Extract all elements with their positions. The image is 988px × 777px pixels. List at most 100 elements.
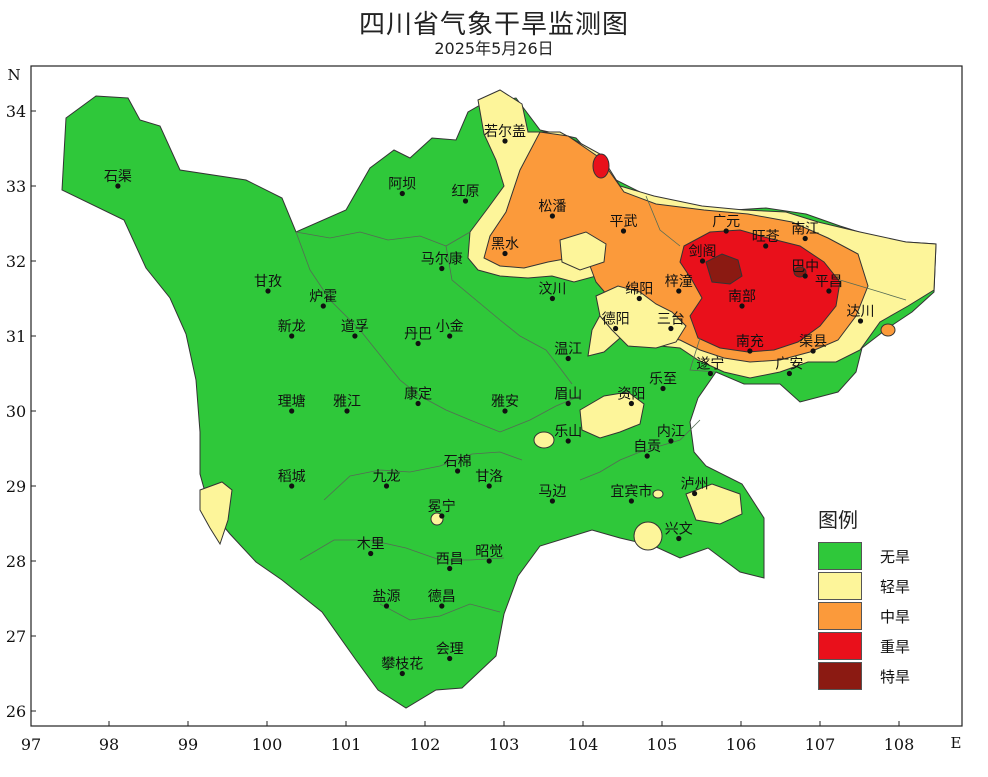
- city-label: 巴中: [791, 259, 819, 275]
- city-label: 马边: [538, 484, 566, 500]
- x-tick-label: 98: [99, 735, 119, 754]
- city-label: 若尔盖: [484, 124, 526, 140]
- city-label: 松潘: [538, 199, 566, 215]
- city-label: 南充: [736, 334, 764, 350]
- city-dot: [399, 190, 405, 197]
- legend-swatch: [818, 662, 862, 690]
- city-label: 炉霍: [309, 289, 337, 305]
- legend-item-medium: 中旱: [808, 601, 918, 631]
- city-label: 乐至: [649, 372, 677, 388]
- city-label: 乐山: [554, 424, 582, 440]
- legend-item-none: 无旱: [808, 541, 918, 571]
- city-dot: [115, 183, 121, 189]
- city-label: 九龙: [373, 469, 401, 485]
- x-tick-label: 104: [568, 735, 599, 754]
- y-tick-label: 34: [6, 102, 26, 121]
- city-dot: [763, 243, 769, 249]
- city-label: 德阳: [602, 312, 630, 328]
- city-label: 达川: [847, 304, 875, 320]
- city-dot: [692, 490, 698, 497]
- city-dot: [613, 325, 619, 332]
- city-dot: [636, 295, 642, 302]
- city-label: 旺苍: [752, 229, 780, 245]
- city-dot: [320, 303, 326, 309]
- city-dot: [383, 603, 390, 609]
- x-tick-label: 105: [647, 735, 678, 754]
- city-label: 温江: [554, 342, 582, 358]
- city-label: 稻城: [278, 469, 306, 485]
- y-tick-label: 33: [6, 177, 26, 196]
- city-label: 剑阁: [689, 244, 717, 260]
- y-tick-label: 32: [6, 252, 26, 271]
- city-dot: [486, 483, 492, 489]
- city-label: 南部: [728, 289, 756, 305]
- x-tick-label: 99: [178, 735, 198, 754]
- city-dot: [415, 400, 421, 407]
- city-label: 内江: [657, 424, 685, 440]
- city-label: 渠县: [799, 334, 827, 350]
- city-label: 红原: [452, 184, 480, 200]
- x-axis: [30, 721, 900, 726]
- city-label: 石渠: [104, 169, 132, 185]
- city-label: 甘孜: [254, 274, 282, 290]
- legend-label: 轻旱: [880, 577, 911, 596]
- city-dot: [739, 303, 745, 309]
- city-label: 南江: [791, 222, 819, 238]
- region-medium-drought-dachuan: [880, 323, 896, 337]
- city-label: 阿坝: [388, 177, 416, 193]
- city-dot: [447, 565, 453, 572]
- city-label: 会理: [436, 642, 464, 658]
- region-light-drought-xingwen: [633, 521, 663, 551]
- legend-label: 无旱: [880, 547, 911, 566]
- city-dot: [565, 355, 571, 362]
- city-dot: [676, 535, 682, 542]
- legend-swatch: [818, 572, 862, 600]
- city-label: 新龙: [278, 319, 306, 335]
- map-title: 四川省气象干旱监测图: [358, 10, 629, 40]
- city-dot: [447, 655, 453, 662]
- city-dot: [383, 483, 390, 489]
- city-dot: [502, 250, 508, 257]
- city-label: 三台: [657, 312, 685, 328]
- region-light-drought-mianyang: [595, 285, 687, 349]
- city-label: 宜宾市: [610, 483, 652, 500]
- legend-title: 图例: [818, 508, 858, 532]
- x-tick-label: 101: [331, 735, 362, 754]
- city-dot: [352, 333, 358, 339]
- city-dot: [549, 213, 556, 219]
- map-date: 2025年5月26日: [434, 39, 554, 58]
- city-dot: [826, 288, 832, 294]
- region-light-drought-leshan: [533, 431, 555, 449]
- admin-boundaries: [295, 195, 907, 621]
- region-light-drought-yibin: [652, 489, 664, 499]
- city-dot: [486, 558, 492, 564]
- city-dot: [707, 370, 714, 377]
- city-dot: [802, 273, 808, 279]
- city-label: 广安: [775, 357, 803, 373]
- city-label: 雅江: [333, 394, 361, 410]
- legend-label: 重旱: [880, 637, 911, 656]
- city-label: 眉山: [554, 387, 582, 403]
- city-dot: [549, 498, 556, 504]
- city-label: 雅安: [491, 394, 519, 410]
- city-dot: [786, 370, 793, 377]
- city-dot: [502, 408, 508, 414]
- legend-item-extreme: 特旱: [808, 661, 918, 691]
- region-light-drought-south: [685, 483, 743, 525]
- city-dot: [549, 295, 556, 302]
- city-dot: [620, 228, 627, 234]
- city-dot: [265, 288, 271, 294]
- city-label: 德昌: [428, 589, 456, 605]
- city-dot: [723, 228, 729, 234]
- city-label: 梓潼: [665, 273, 693, 290]
- city-dot: [439, 603, 445, 609]
- city-dot: [660, 385, 666, 392]
- x-tick-labels: 97 98 99 100 101 102 103 104 105 106 107…: [21, 734, 962, 754]
- legend-label: 中旱: [880, 607, 911, 626]
- x-tick-label: 97: [21, 735, 41, 754]
- x-tick-label: 100: [252, 735, 283, 754]
- city-label: 甘洛: [475, 469, 503, 485]
- city-label: 木里: [357, 537, 385, 553]
- city-label: 冕宁: [428, 498, 456, 515]
- city-label: 康定: [404, 386, 432, 403]
